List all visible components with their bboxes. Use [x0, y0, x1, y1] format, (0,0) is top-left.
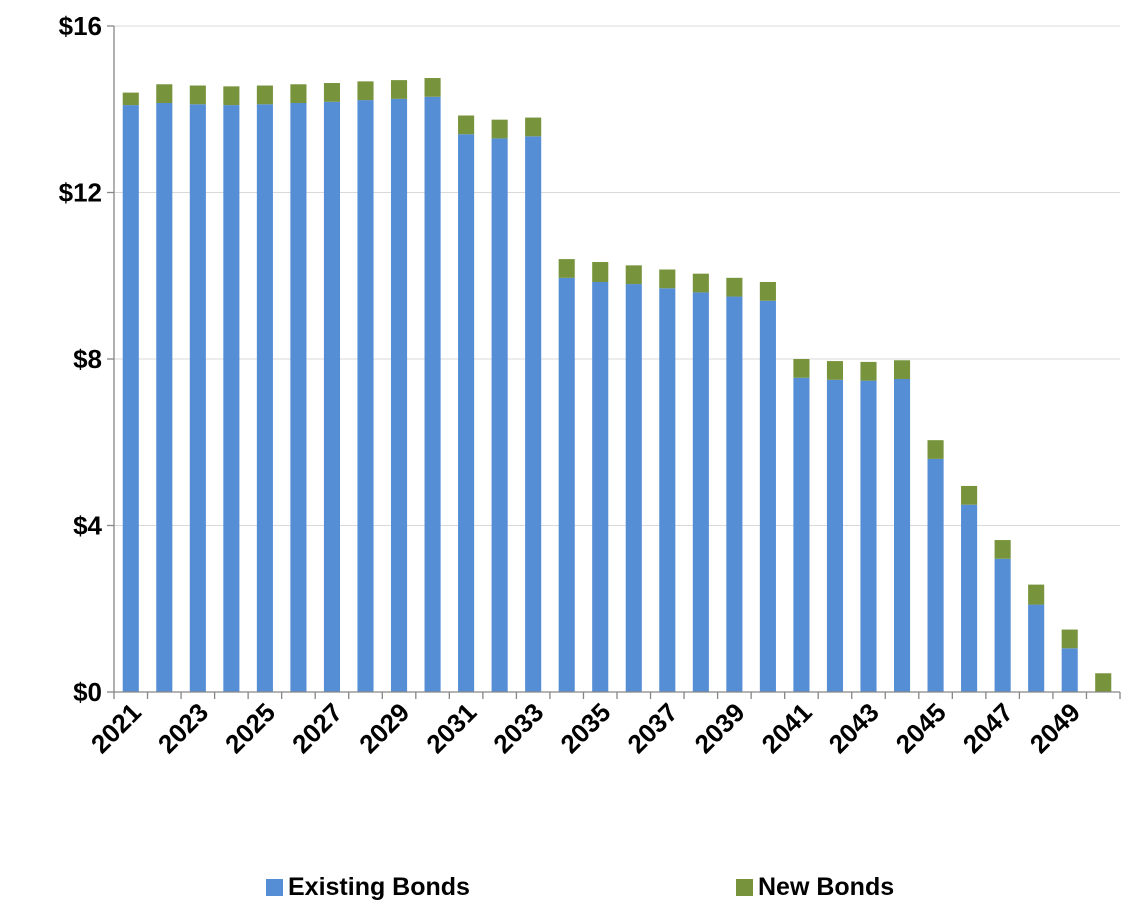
bar-existing-bonds	[961, 504, 978, 692]
bar-existing-bonds	[625, 284, 642, 692]
legend-swatch-existing-bonds	[266, 878, 283, 896]
bar-new-bonds	[860, 361, 877, 381]
bar-new-bonds	[1028, 584, 1045, 605]
bar-existing-bonds	[927, 458, 944, 692]
bar-new-bonds	[1095, 673, 1112, 692]
bar-new-bonds	[290, 84, 307, 104]
bar-new-bonds	[323, 83, 341, 102]
bar-new-bonds	[390, 80, 408, 99]
bar-new-bonds	[625, 265, 642, 285]
y-tick-label: $8	[73, 344, 102, 374]
bar-new-bonds	[189, 85, 206, 105]
bar-new-bonds	[256, 85, 273, 105]
legend-swatch-new-bonds	[736, 878, 753, 896]
bar-new-bonds	[759, 281, 776, 301]
bar-existing-bonds	[994, 558, 1011, 692]
bar-existing-bonds	[458, 134, 475, 693]
bar-existing-bonds	[692, 292, 709, 692]
x-tick-label: 2033	[487, 697, 549, 759]
x-tick-label: 2023	[152, 697, 214, 759]
y-tick-label: $16	[59, 11, 102, 41]
bar-new-bonds	[692, 273, 709, 293]
bar-new-bonds	[223, 86, 240, 106]
bar-new-bonds	[826, 361, 844, 380]
x-tick-label: 2045	[890, 697, 952, 759]
x-tick-label: 2043	[823, 697, 885, 759]
bar-new-bonds	[659, 269, 676, 289]
bar-existing-bonds	[223, 105, 240, 692]
bar-existing-bonds	[122, 105, 139, 692]
bar-existing-bonds	[558, 277, 575, 692]
bar-existing-bonds	[189, 104, 206, 692]
bar-existing-bonds	[659, 288, 676, 692]
x-tick-label: 2035	[554, 697, 616, 759]
bar-existing-bonds	[793, 377, 810, 692]
bar-existing-bonds	[1061, 648, 1078, 692]
bar-existing-bonds	[726, 296, 743, 692]
bar-new-bonds	[726, 277, 743, 297]
x-tick-label: 2037	[621, 697, 683, 759]
bar-new-bonds	[122, 92, 139, 106]
bar-new-bonds	[558, 259, 575, 278]
legend-item-existing-bonds: Existing Bonds	[266, 872, 470, 902]
bar-existing-bonds	[390, 98, 408, 692]
legend-label-new-bonds: New Bonds	[758, 872, 895, 901]
bar-new-bonds	[893, 360, 911, 379]
bar-new-bonds	[357, 81, 374, 101]
bar-existing-bonds	[290, 103, 307, 693]
bar-new-bonds	[793, 359, 810, 378]
x-tick-label: 2039	[688, 697, 750, 759]
bar-new-bonds	[927, 440, 944, 459]
x-tick-label: 2041	[756, 697, 818, 759]
bar-existing-bonds	[525, 136, 542, 692]
bar-existing-bonds	[826, 379, 844, 692]
y-tick-label: $12	[59, 178, 102, 208]
x-tick-label: 2029	[353, 697, 415, 759]
bar-existing-bonds	[424, 96, 441, 692]
x-tick-label: 2047	[957, 697, 1019, 759]
bar-new-bonds	[994, 540, 1011, 559]
x-tick-label: 2025	[219, 697, 281, 759]
bar-new-bonds	[491, 119, 508, 139]
y-tick-label: $4	[73, 511, 102, 541]
bar-new-bonds	[458, 115, 475, 135]
bar-new-bonds	[961, 485, 978, 505]
bar-existing-bonds	[893, 378, 911, 692]
bar-new-bonds	[424, 78, 441, 97]
bar-existing-bonds	[1028, 604, 1045, 692]
bar-existing-bonds	[592, 281, 609, 692]
x-tick-label: 2031	[420, 697, 482, 759]
bar-existing-bonds	[357, 100, 374, 692]
bar-existing-bonds	[256, 104, 273, 692]
bar-existing-bonds	[156, 103, 173, 693]
bar-new-bonds	[525, 117, 542, 137]
bar-new-bonds	[592, 262, 609, 282]
bar-existing-bonds	[860, 380, 877, 692]
bar-existing-bonds	[491, 138, 508, 692]
bar-existing-bonds	[323, 101, 341, 692]
x-tick-label: 2049	[1024, 697, 1086, 759]
y-tick-label: $0	[73, 677, 102, 707]
legend-label-existing-bonds: Existing Bonds	[288, 872, 470, 901]
bar-existing-bonds	[759, 300, 776, 692]
legend-item-new-bonds: New Bonds	[736, 872, 894, 902]
bar-new-bonds	[156, 84, 173, 104]
bar-new-bonds	[1061, 629, 1078, 649]
x-tick-label: 2027	[286, 697, 348, 759]
